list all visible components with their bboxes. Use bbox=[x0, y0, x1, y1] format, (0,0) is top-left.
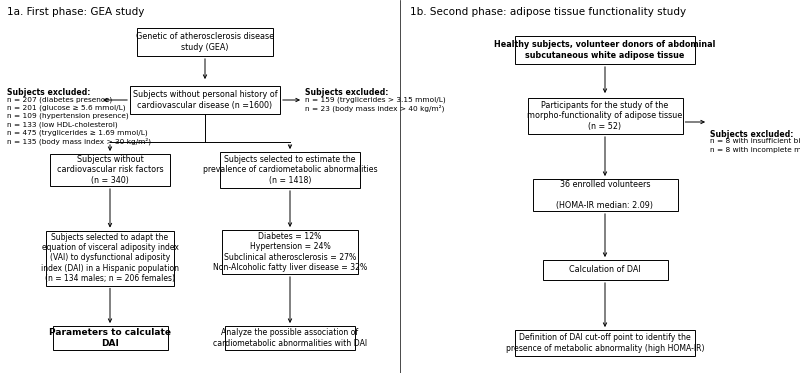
Text: n = 201 (glucose ≥ 5.6 mmol/L): n = 201 (glucose ≥ 5.6 mmol/L) bbox=[7, 105, 126, 111]
Bar bbox=[515, 36, 695, 64]
Text: Calculation of DAI: Calculation of DAI bbox=[569, 266, 641, 275]
Bar bbox=[225, 326, 355, 350]
Text: Diabetes = 12%
Hypertension = 24%
Subclinical atherosclerosis = 27%
Non-Alcoholi: Diabetes = 12% Hypertension = 24% Subcli… bbox=[213, 232, 367, 272]
Text: Subjects selected to estimate the
prevalence of cardiometabolic abnormalities
(n: Subjects selected to estimate the preval… bbox=[202, 155, 378, 185]
Bar bbox=[222, 230, 358, 274]
Text: n = 135 (body mass index > 30 kg/m²): n = 135 (body mass index > 30 kg/m²) bbox=[7, 138, 151, 145]
Text: n = 8 with insufficient biopsy sample: n = 8 with insufficient biopsy sample bbox=[710, 138, 800, 144]
Text: Subjects excluded:: Subjects excluded: bbox=[7, 88, 90, 97]
Text: n = 8 with incomplete measurements: n = 8 with incomplete measurements bbox=[710, 147, 800, 153]
Bar bbox=[53, 326, 167, 350]
Text: Subjects without personal history of
cardiovascular disease (n =1600): Subjects without personal history of car… bbox=[133, 90, 278, 110]
Text: Subjects excluded:: Subjects excluded: bbox=[710, 130, 794, 139]
Text: Parameters to calculate
DAI: Parameters to calculate DAI bbox=[49, 328, 171, 348]
Text: 1a. First phase: GEA study: 1a. First phase: GEA study bbox=[7, 7, 144, 17]
Text: n = 109 (hypertension presence): n = 109 (hypertension presence) bbox=[7, 113, 129, 119]
Text: Healthy subjects, volunteer donors of abdominal
subcutaneous white adipose tissu: Healthy subjects, volunteer donors of ab… bbox=[494, 40, 716, 60]
Bar bbox=[515, 330, 695, 356]
Text: Subjects excluded:: Subjects excluded: bbox=[305, 88, 388, 97]
Bar bbox=[130, 86, 280, 114]
Text: 1b. Second phase: adipose tissue functionality study: 1b. Second phase: adipose tissue functio… bbox=[410, 7, 686, 17]
Text: Participants for the study of the
morpho-functionality of adipose tissue
(n = 52: Participants for the study of the morpho… bbox=[527, 101, 682, 131]
Bar bbox=[46, 231, 174, 285]
Text: n = 23 (body mass index > 40 kg/m²): n = 23 (body mass index > 40 kg/m²) bbox=[305, 105, 445, 112]
Bar bbox=[533, 179, 678, 211]
Bar bbox=[138, 28, 273, 56]
Bar bbox=[50, 154, 170, 186]
Text: 36 enrolled volunteers

(HOMA-IR median: 2.09): 36 enrolled volunteers (HOMA-IR median: … bbox=[557, 180, 654, 210]
Text: n = 133 (low HDL-cholesterol): n = 133 (low HDL-cholesterol) bbox=[7, 121, 118, 128]
Bar bbox=[527, 98, 682, 134]
Text: Analyze the possible association of
cardiometabolic abnormalities with DAI: Analyze the possible association of card… bbox=[213, 328, 367, 348]
Text: n = 207 (diabetes presence): n = 207 (diabetes presence) bbox=[7, 97, 112, 103]
Text: n = 159 (tryglicerides > 3.15 mmol/L): n = 159 (tryglicerides > 3.15 mmol/L) bbox=[305, 97, 446, 103]
Bar bbox=[220, 152, 360, 188]
Text: Definition of DAI cut-off point to identify the
presence of metabolic abnormalit: Definition of DAI cut-off point to ident… bbox=[506, 333, 704, 353]
Bar bbox=[542, 260, 667, 280]
Text: Subjects selected to adapt the
equation of visceral adiposity index
(VAI) to dys: Subjects selected to adapt the equation … bbox=[41, 233, 179, 283]
Text: Subjects without
cardiovascular risk factors
(n = 340): Subjects without cardiovascular risk fac… bbox=[57, 155, 163, 185]
Text: n = 475 (tryglicerides ≥ 1.69 mmol/L): n = 475 (tryglicerides ≥ 1.69 mmol/L) bbox=[7, 129, 148, 136]
Text: Genetic of atherosclerosis disease
study (GEA): Genetic of atherosclerosis disease study… bbox=[136, 32, 274, 52]
